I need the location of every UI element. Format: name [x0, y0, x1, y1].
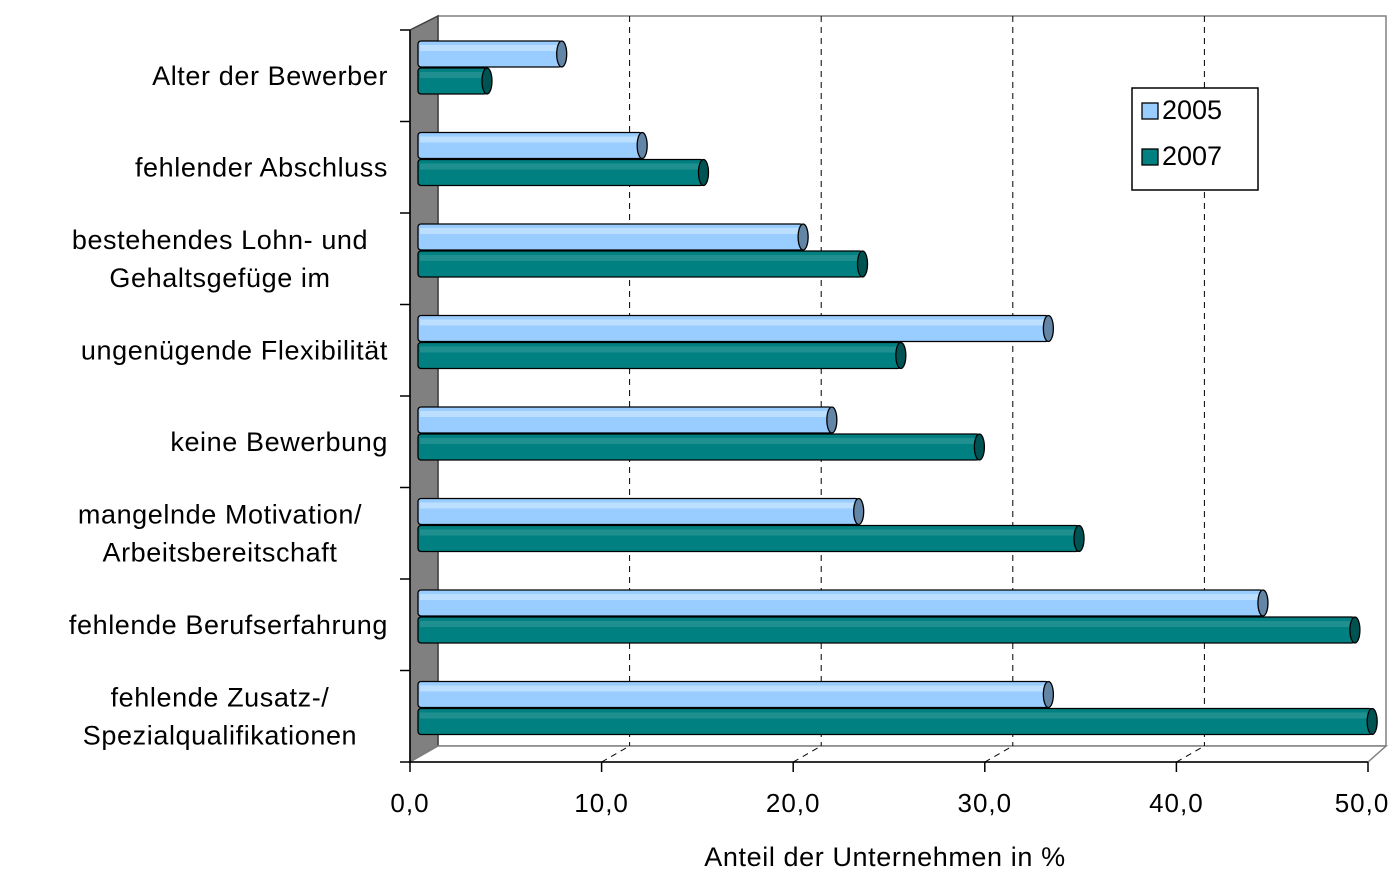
bar-2005-3: [417, 314, 1050, 343]
x-axis-title: Anteil der Unternehmen in %: [704, 842, 1065, 872]
bar-cap-2005-7: [1042, 680, 1055, 709]
bar-highlight-2005-1: [420, 136, 641, 143]
category-label-line-0-0: Alter der Bewerber: [152, 61, 388, 91]
floor-gridline-3: [984, 745, 1014, 763]
bar-2005-1: [417, 131, 643, 160]
bars: [417, 40, 1378, 736]
legend-label-0: 2005: [1162, 95, 1222, 125]
bar-cap-2007-0: [481, 67, 493, 95]
bar-cap-2007-3: [895, 341, 907, 370]
axis-ticks: [400, 29, 1369, 772]
x-tick-label-2: 20,0: [766, 788, 821, 818]
bar-highlight-2005-0: [420, 45, 560, 51]
category-label-line-4-0: keine Bewerbung: [170, 427, 388, 457]
bar-2007-4: [417, 433, 981, 461]
bar-cap-2005-6: [1257, 589, 1269, 617]
bar-highlight-2007-5: [420, 529, 1078, 536]
bar-2007-3: [417, 341, 902, 370]
bar-cap-2007-1: [697, 158, 710, 187]
x-tick-labels: 0,0 10,0 20,0 30,0 40,0 50,0: [390, 788, 1390, 818]
category-label-line-5-1: Arbeitsbereitschaft: [102, 537, 337, 567]
bar-2005-0: [417, 40, 563, 68]
category-label-line-3-0: ungenügende Flexibilität: [81, 335, 388, 365]
category-label-line-2-0: bestehendes Lohn- und: [72, 225, 368, 255]
x-tick-label-4: 40,0: [1149, 788, 1204, 818]
bar-2005-5: [417, 497, 860, 526]
bar-2005-7: [417, 680, 1050, 709]
legend: 2005 2007: [1131, 87, 1259, 191]
bar-cap-2005-2: [797, 223, 809, 251]
bar-2007-2: [417, 250, 864, 278]
x-tick-label-0: 0,0: [390, 788, 429, 818]
bar-highlight-2005-2: [420, 228, 802, 234]
bar-cap-2005-1: [636, 131, 648, 160]
bar-highlight-2007-6: [420, 621, 1353, 627]
category-label-7: fehlende Zusatz-/ Spezialqualifikationen: [83, 682, 357, 750]
bar-cap-2005-4: [826, 406, 838, 434]
category-label-line-1-0: fehlender Abschluss: [135, 152, 388, 182]
legend-swatch-1: [1141, 148, 1159, 166]
bar-cap-2007-7: [1366, 707, 1378, 736]
category-label-5: mangelnde Motivation/Arbeitsbereitschaft: [78, 499, 362, 567]
bar-cap-2007-4: [973, 433, 986, 461]
bar-cap-2005-5: [853, 497, 865, 526]
x-tick-label-1: 10,0: [574, 788, 629, 818]
bar-2005-4: [417, 406, 833, 434]
category-label-line-7-0: fehlende Zusatz-/: [111, 682, 330, 712]
bar-highlight-2005-4: [420, 411, 830, 417]
category-label-1: fehlender Abschluss: [135, 152, 388, 182]
bar-highlight-2007-3: [420, 346, 899, 353]
bar-2007-1: [417, 158, 705, 187]
bar-highlight-2005-6: [420, 594, 1261, 600]
category-label-line-2-1: Gehaltsgefüge im: [109, 263, 330, 293]
bar-highlight-2007-0: [420, 72, 485, 78]
bar-highlight-2007-4: [420, 438, 978, 444]
category-label-2: bestehendes Lohn- und Gehaltsgefüge im: [72, 225, 368, 293]
bar-cap-2007-5: [1073, 524, 1085, 553]
floor: [407, 745, 1388, 763]
floor-gridline-1: [601, 745, 630, 763]
bar-2007-0: [417, 67, 488, 95]
bar-highlight-2005-5: [420, 502, 857, 509]
category-label-4: keine Bewerbung: [170, 427, 388, 457]
category-label-line-5-0: mangelnde Motivation/: [78, 499, 362, 529]
bar-highlight-2007-1: [420, 163, 702, 170]
bar-highlight-2007-2: [420, 255, 861, 261]
bar-2007-6: [417, 616, 1356, 644]
floor-gridline-2: [792, 745, 822, 763]
category-label-6: fehlende Berufserfahrung: [69, 610, 388, 640]
bar-2007-5: [417, 524, 1080, 553]
side-wall: [409, 14, 439, 764]
bar-2007-7: [417, 707, 1373, 736]
legend-label-1: 2007: [1162, 141, 1222, 171]
plot-frame: [400, 14, 1388, 772]
bar-2005-6: [417, 589, 1264, 617]
bar-highlight-2007-7: [420, 712, 1371, 719]
floor-gridline-4: [1176, 745, 1205, 763]
category-label-3: ungenügende Flexibilität: [81, 335, 388, 365]
category-labels: Alter der Bewerber fehlender Abschluss bes…: [69, 61, 388, 751]
bar-cap-2005-0: [556, 40, 568, 68]
bar-cap-2005-3: [1042, 314, 1055, 343]
legend-swatch-0: [1141, 102, 1159, 120]
category-label-0: Alter der Bewerber: [152, 61, 388, 91]
bar-highlight-2005-3: [420, 319, 1047, 326]
x-tick-label-3: 30,0: [957, 788, 1012, 818]
bar-2005-2: [417, 223, 804, 251]
category-label-line-7-1: Spezialqualifikationen: [83, 720, 357, 750]
bar-cap-2007-2: [856, 250, 869, 278]
x-tick-label-5: 50,0: [1335, 788, 1390, 818]
bar-cap-2007-6: [1349, 616, 1361, 644]
bar-highlight-2005-7: [420, 685, 1047, 692]
category-label-line-6-0: fehlende Berufserfahrung: [69, 610, 388, 640]
